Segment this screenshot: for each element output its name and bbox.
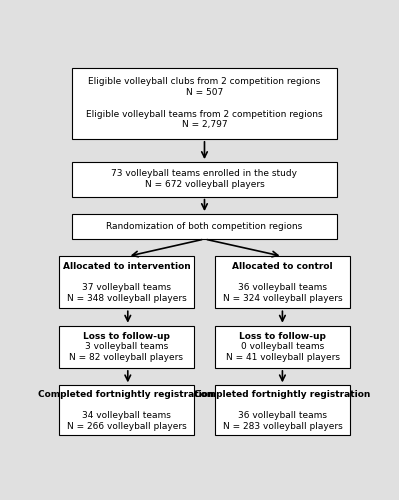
Text: 36 volleyball teams: 36 volleyball teams — [238, 411, 327, 420]
Text: Completed fortnightly registration: Completed fortnightly registration — [38, 390, 215, 398]
FancyBboxPatch shape — [215, 326, 350, 368]
Text: N = 266 volleyball players: N = 266 volleyball players — [67, 422, 186, 431]
FancyBboxPatch shape — [59, 386, 194, 436]
Text: N = 324 volleyball players: N = 324 volleyball players — [223, 294, 342, 303]
Text: 36 volleyball teams: 36 volleyball teams — [238, 283, 327, 292]
FancyBboxPatch shape — [71, 214, 338, 239]
FancyBboxPatch shape — [59, 326, 194, 368]
FancyBboxPatch shape — [71, 162, 338, 196]
Text: 37 volleyball teams: 37 volleyball teams — [82, 283, 171, 292]
Text: Eligible volleyball teams from 2 competition regions: Eligible volleyball teams from 2 competi… — [86, 110, 323, 118]
Text: N = 41 volleyball players: N = 41 volleyball players — [225, 353, 340, 362]
FancyBboxPatch shape — [59, 256, 194, 308]
Text: 34 volleyball teams: 34 volleyball teams — [82, 411, 171, 420]
Text: N = 348 volleyball players: N = 348 volleyball players — [67, 294, 186, 303]
Text: N = 82 volleyball players: N = 82 volleyball players — [69, 353, 184, 362]
Text: Allocated to intervention: Allocated to intervention — [63, 262, 190, 270]
Text: Loss to follow-up: Loss to follow-up — [83, 332, 170, 340]
Text: 3 volleyball teams: 3 volleyball teams — [85, 342, 168, 351]
FancyBboxPatch shape — [215, 256, 350, 308]
FancyBboxPatch shape — [71, 68, 338, 139]
Text: Allocated to control: Allocated to control — [232, 262, 333, 270]
Text: 73 volleyball teams enrolled in the study: 73 volleyball teams enrolled in the stud… — [111, 170, 298, 178]
Text: Eligible volleyball clubs from 2 competition regions: Eligible volleyball clubs from 2 competi… — [88, 78, 321, 86]
Text: N = 507: N = 507 — [186, 88, 223, 97]
Text: N = 672 volleyball players: N = 672 volleyball players — [144, 180, 265, 189]
Text: Randomization of both competition regions: Randomization of both competition region… — [107, 222, 302, 231]
Text: Completed fortnightly registration: Completed fortnightly registration — [194, 390, 371, 398]
Text: 0 volleyball teams: 0 volleyball teams — [241, 342, 324, 351]
Text: N = 283 volleyball players: N = 283 volleyball players — [223, 422, 342, 431]
Text: N = 2,797: N = 2,797 — [182, 120, 227, 130]
FancyBboxPatch shape — [215, 386, 350, 436]
Text: Loss to follow-up: Loss to follow-up — [239, 332, 326, 340]
